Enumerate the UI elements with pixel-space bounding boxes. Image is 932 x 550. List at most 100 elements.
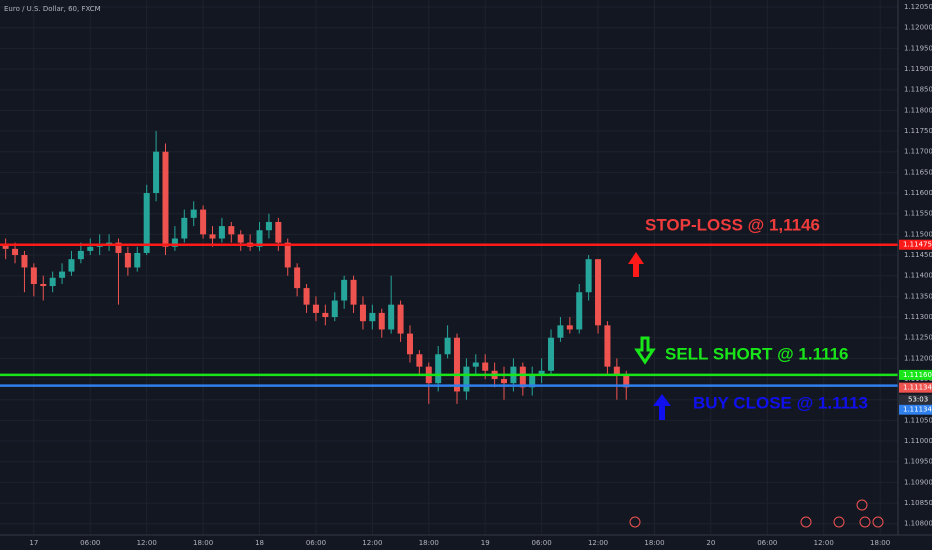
candle-body	[322, 312, 329, 318]
y-tick-label: 1.10950	[904, 458, 932, 466]
y-tick-label: 1.10800	[904, 520, 932, 528]
candle-body	[482, 362, 489, 371]
y-tick-label: 1.11800	[904, 106, 932, 114]
candle-body	[59, 271, 66, 278]
x-tick-label: 06:00	[80, 539, 100, 547]
x-tick-label: 17	[29, 539, 38, 547]
price-tag-label: 1.11160	[903, 371, 932, 379]
candle-body	[331, 300, 338, 318]
y-tick-label: 1.12050	[904, 3, 932, 11]
y-tick-label: 1.10900	[904, 478, 932, 486]
candle-body	[519, 366, 526, 388]
x-tick-label: 12:00	[814, 539, 834, 547]
candle-body	[359, 304, 366, 322]
candle-body	[265, 221, 272, 231]
candle-body	[134, 252, 141, 268]
candle-body	[153, 151, 160, 194]
x-tick-label: 20	[706, 539, 715, 547]
y-tick-label: 1.11900	[904, 65, 932, 73]
plot	[0, 131, 898, 404]
candle-body	[378, 312, 385, 330]
chart-title: Euro / U.S. Dollar, 60, FXCM	[4, 5, 101, 13]
candle-body	[453, 337, 460, 392]
candle-body	[209, 234, 216, 239]
x-tick-label: 18:00	[644, 539, 664, 547]
x-tick-label: 18	[255, 539, 264, 547]
arrow-down	[634, 336, 656, 365]
price-tag	[899, 382, 932, 393]
candle-body	[595, 259, 602, 326]
candle-body	[237, 234, 244, 243]
y-tick-label: 1.11750	[904, 127, 932, 135]
grid	[0, 0, 898, 535]
candle-body	[40, 283, 47, 287]
candle-body	[21, 255, 28, 268]
candle-body	[312, 304, 319, 313]
y-tick-label: 1.11600	[904, 189, 932, 197]
y-tick-label: 1.11950	[904, 44, 932, 52]
price-tag	[899, 404, 932, 415]
candle-body	[2, 244, 9, 249]
y-tick-label: 1.11000	[904, 437, 932, 445]
y-tick-label: 1.11400	[904, 272, 932, 280]
candle-body	[200, 209, 207, 235]
candle-body	[501, 379, 508, 384]
candle-body	[171, 238, 178, 247]
candle-body	[162, 151, 169, 247]
candle-body	[115, 242, 122, 253]
event-icons	[629, 499, 884, 528]
candle-body	[275, 221, 282, 243]
x-tick-label: 18:00	[870, 539, 890, 547]
candle-body	[68, 259, 75, 272]
candle-body	[218, 226, 225, 239]
candle-body	[444, 337, 451, 355]
countdown-tag	[899, 394, 932, 405]
y-tick-label: 1.11050	[904, 416, 932, 424]
y-tick-label: 1.11500	[904, 230, 932, 238]
candle-body	[143, 193, 150, 253]
y-tick-label: 1.11250	[904, 334, 932, 342]
candle-body	[557, 325, 564, 338]
y-tick-label: 1.11650	[904, 168, 932, 176]
candle-body	[303, 288, 310, 305]
candle-body	[124, 252, 131, 268]
x-tick-label: 12:00	[362, 539, 382, 547]
y-tick-label: 1.12000	[904, 24, 932, 32]
candle-body	[87, 246, 94, 251]
candle-body	[529, 374, 536, 388]
candle-body	[30, 267, 37, 284]
candle-body	[566, 325, 573, 330]
candle-body	[369, 312, 376, 322]
candle-body	[228, 226, 235, 235]
candle-body	[576, 292, 583, 330]
price-tag-label: 1.11475	[903, 241, 932, 249]
price-tag-label: 1.11134	[903, 384, 932, 392]
countdown-label: 53:03	[908, 396, 928, 404]
arrow-up	[653, 394, 671, 420]
annotation: STOP-LOSS @ 1,1146	[645, 215, 820, 234]
y-tick-label: 1.11350	[904, 292, 932, 300]
candle-body	[435, 354, 442, 384]
x-tick-label: 12:00	[588, 539, 608, 547]
candle-body	[604, 325, 611, 367]
candle-body	[463, 366, 470, 392]
candle-body	[406, 333, 413, 355]
x-tick-label: 06:00	[532, 539, 552, 547]
candle-body	[613, 366, 620, 375]
candle-body	[77, 250, 84, 260]
annotation: SELL SHORT @ 1.1116	[665, 344, 849, 363]
candle-body	[190, 209, 197, 218]
candle-body	[341, 279, 348, 301]
x-tick-label: 19	[481, 539, 490, 547]
y-tick-label: 1.11700	[904, 148, 932, 156]
x-tick-label: 06:00	[757, 539, 777, 547]
y-tick-label: 1.11550	[904, 210, 932, 218]
arrow-up	[628, 252, 644, 277]
y-tick-label: 1.11300	[904, 313, 932, 321]
candle-body	[49, 277, 56, 287]
y-tick-label: 1.11450	[904, 251, 932, 259]
annotation: BUY CLOSE @ 1.1113	[693, 393, 868, 412]
candle-body	[388, 304, 395, 330]
candle-body	[12, 248, 19, 256]
